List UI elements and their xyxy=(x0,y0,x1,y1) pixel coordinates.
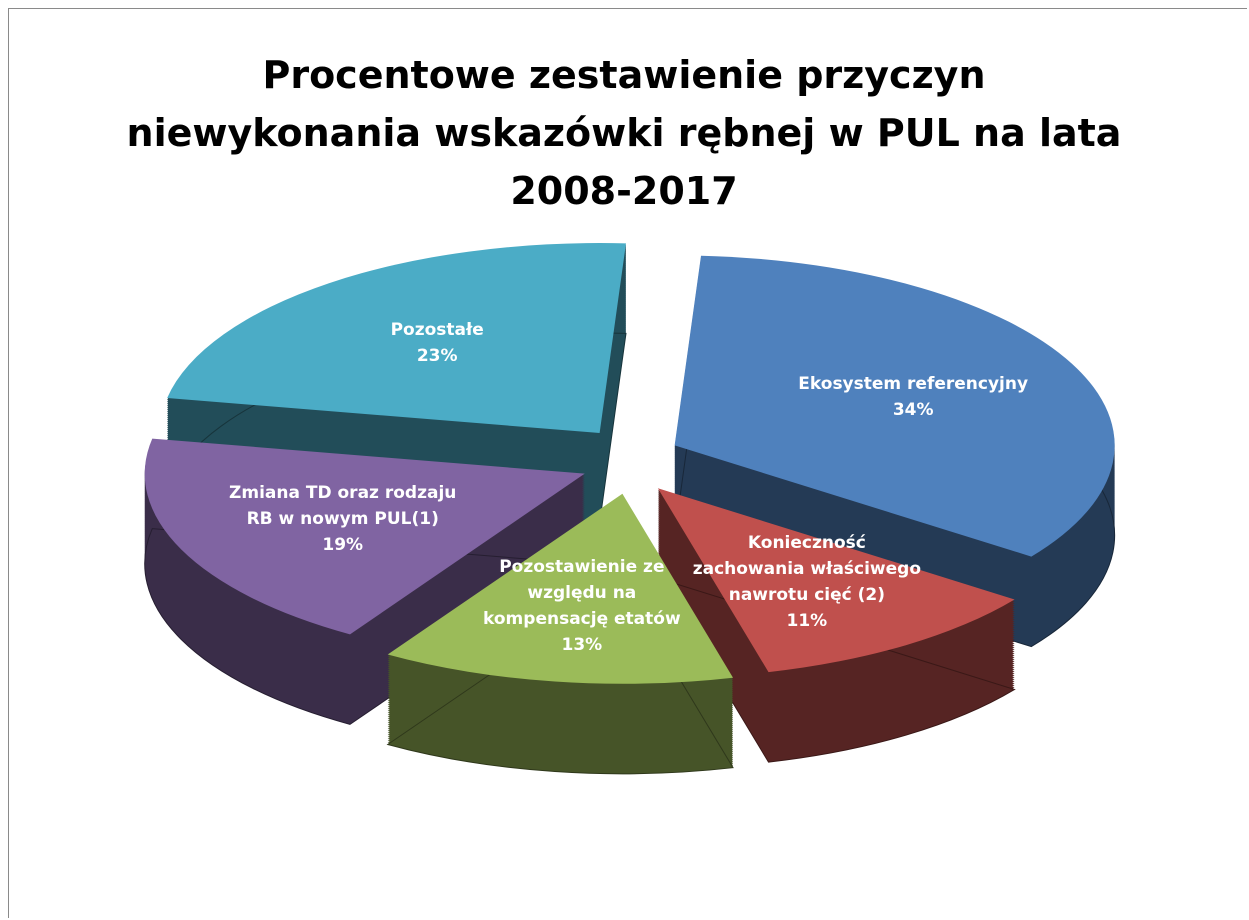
chart-frame xyxy=(8,8,1247,918)
data-label: Pozostawienie ze względu na kompensację … xyxy=(467,554,697,658)
data-label: Zmiana TD oraz rodzaju RB w nowym PUL(1)… xyxy=(228,480,458,558)
label-value: 34% xyxy=(892,399,934,420)
slice-edge xyxy=(144,528,587,725)
slice xyxy=(674,255,1115,557)
slice xyxy=(387,493,734,684)
label-value: 19% xyxy=(322,535,364,556)
label-category: Pozostałe xyxy=(390,320,484,341)
label-value: 13% xyxy=(561,635,603,656)
slice-edge xyxy=(386,583,734,775)
slice xyxy=(144,438,585,635)
label-category: Zmiana TD oraz rodzaju RB w nowym PUL(1) xyxy=(229,483,457,530)
slice-edge xyxy=(656,577,1016,763)
data-label: Konieczność zachowania właściwego nawrot… xyxy=(692,530,922,634)
label-category: Konieczność zachowania właściwego nawrot… xyxy=(692,533,922,606)
data-label: Pozostałe 23% xyxy=(322,317,552,369)
data-label: Ekosystem referencyjny 34% xyxy=(798,371,1028,423)
label-category: Ekosystem referencyjny xyxy=(798,373,1029,394)
label-value: 11% xyxy=(786,611,828,632)
label-category: Pozostawienie ze względu na kompensację … xyxy=(483,557,681,630)
chart-title: Procentowe zestawienie przyczyn niewykon… xyxy=(126,53,1122,213)
slice xyxy=(657,488,1015,673)
slice xyxy=(167,243,626,434)
label-value: 23% xyxy=(416,346,458,367)
